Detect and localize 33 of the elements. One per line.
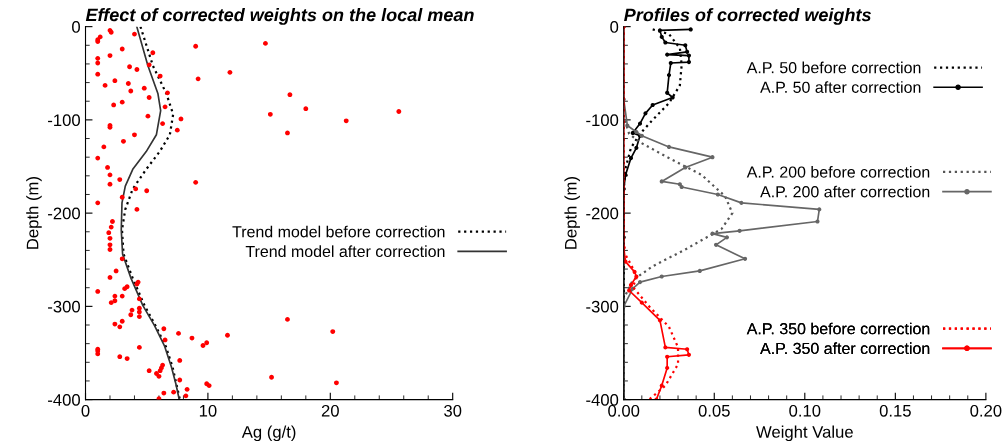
legend-label: A.P. 200 before correction	[746, 166, 930, 178]
y-axis-title: Depth (m)	[26, 177, 42, 249]
y-tick-label: -400	[586, 394, 619, 406]
x-axis-title: Weight Value	[756, 425, 853, 442]
chart-title: Profiles of corrected weights	[624, 8, 871, 25]
x-tick-label: 0.05	[698, 404, 730, 417]
x-tick-label: 0.15	[879, 404, 911, 417]
y-tick-label: -300	[48, 300, 80, 313]
legend-label: A.P. 350 before correction	[746, 322, 930, 335]
legend-label: Trend model after correction	[245, 245, 445, 258]
legend-label: Trend model before correction	[232, 225, 445, 238]
x-tick-label: 30	[444, 404, 462, 417]
y-tick-label: -300	[586, 300, 619, 313]
x-tick-label: 0	[81, 404, 90, 417]
x-tick-label: 0.20	[970, 404, 1002, 417]
y-tick-label: -100	[586, 114, 619, 127]
x-tick-label: 10	[199, 404, 217, 417]
y-tick-label: -100	[48, 114, 80, 127]
legend-label: A.P. 200 after correction	[760, 185, 930, 198]
x-tick-label: 0.10	[789, 404, 821, 417]
legend-label: A.P. 50 after correction	[760, 81, 921, 93]
x-tick-label: 0.00	[608, 404, 640, 417]
y-axis-title: Depth (m)	[564, 177, 580, 249]
y-tick-label: -200	[48, 207, 80, 220]
chart-title: Effect of corrected weights on the local mean	[85, 8, 474, 25]
y-tick-label: -400	[48, 394, 80, 406]
x-axis-title: Ag (g/t)	[241, 425, 296, 442]
x-tick-label: 20	[321, 404, 339, 417]
y-tick-label: 0	[610, 21, 619, 33]
legend-label: A.P. 50 before correction	[746, 61, 921, 74]
y-tick-label: 0	[72, 21, 80, 33]
y-tick-label: -200	[586, 207, 619, 220]
legend-label: A.P. 350 after correction	[760, 342, 930, 355]
